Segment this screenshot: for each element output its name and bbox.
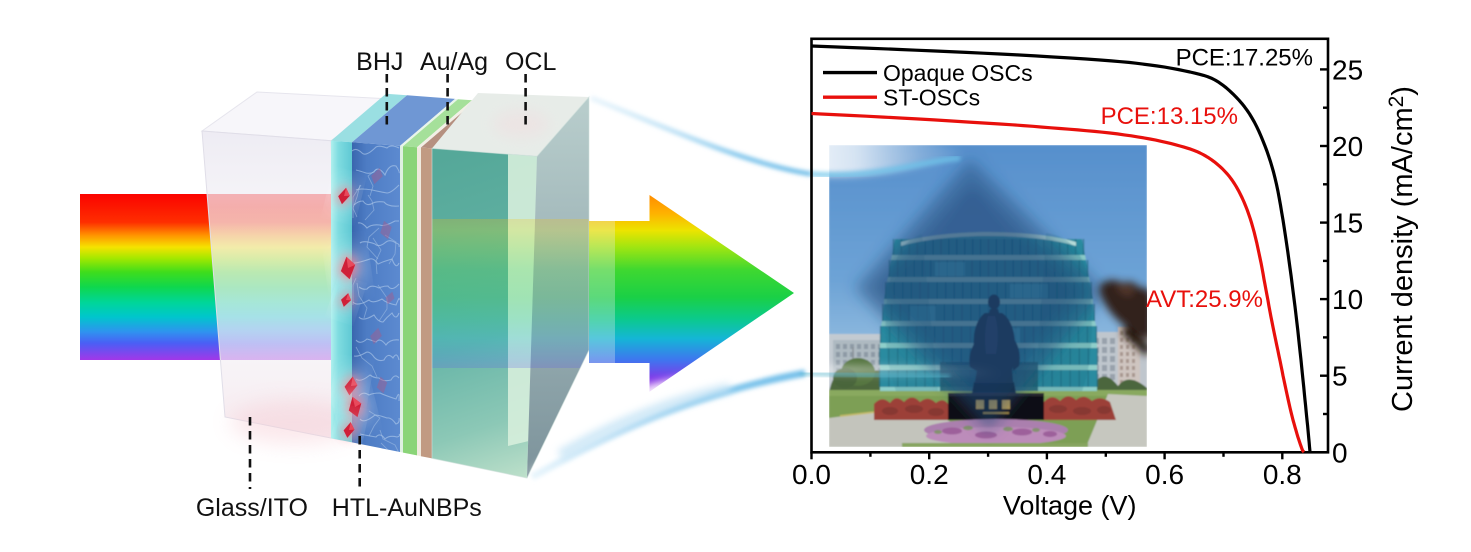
- svg-text:0.0: 0.0: [792, 459, 831, 490]
- svg-text:Au/Ag: Au/Ag: [420, 48, 488, 76]
- svg-text:Voltage (V): Voltage (V): [1003, 491, 1137, 521]
- svg-text:ST-OSCs: ST-OSCs: [883, 85, 980, 111]
- svg-text:15: 15: [1332, 208, 1363, 239]
- svg-text:0.4: 0.4: [1027, 459, 1066, 490]
- svg-text:5: 5: [1332, 361, 1348, 392]
- svg-text:Opaque OSCs: Opaque OSCs: [883, 60, 1033, 86]
- svg-text:AVT:25.9%: AVT:25.9%: [1146, 286, 1263, 313]
- svg-text:0.8: 0.8: [1263, 459, 1302, 490]
- svg-text:0: 0: [1332, 437, 1348, 468]
- svg-text:20: 20: [1332, 131, 1363, 162]
- svg-text:Glass/ITO: Glass/ITO: [196, 494, 308, 522]
- svg-text:10: 10: [1332, 284, 1363, 315]
- svg-text:HTL-AuNBPs: HTL-AuNBPs: [332, 494, 482, 522]
- svg-text:BHJ: BHJ: [356, 48, 403, 76]
- svg-text:PCE:17.25%: PCE:17.25%: [1176, 44, 1313, 71]
- svg-text:PCE:13.15%: PCE:13.15%: [1101, 103, 1238, 130]
- svg-text:25: 25: [1332, 54, 1363, 85]
- svg-text:0.6: 0.6: [1145, 459, 1184, 490]
- svg-text:OCL: OCL: [505, 48, 557, 76]
- svg-text:0.2: 0.2: [910, 459, 949, 490]
- svg-text:Current density (mA/cm2): Current density (mA/cm2): [1385, 86, 1419, 412]
